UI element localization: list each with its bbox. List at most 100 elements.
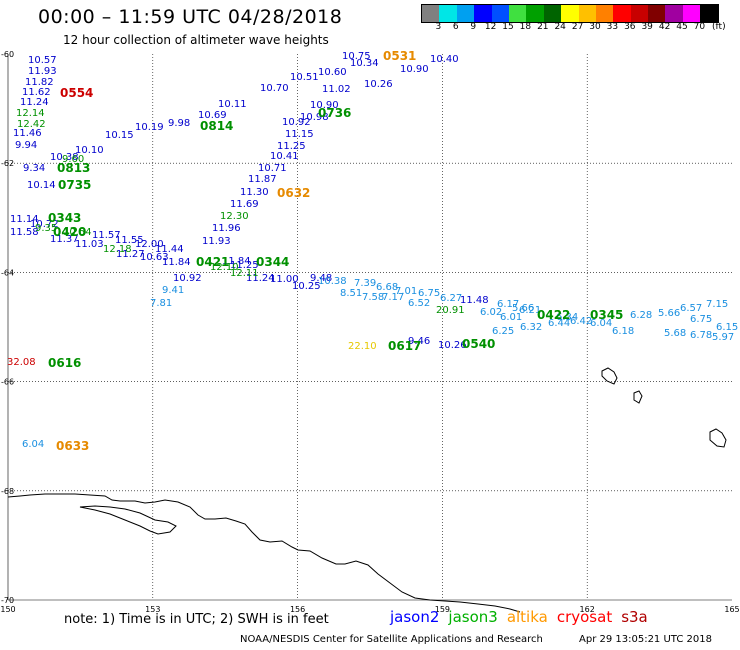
wave-height-label: 6.32 [520, 322, 542, 333]
wave-height-label: 11.30 [240, 187, 269, 198]
satellite-legend-item: altika [506, 608, 548, 626]
date-stamp: Apr 29 13:05:21 UTC 2018 [579, 634, 712, 645]
wave-height-label: 6.02 [480, 307, 502, 318]
wave-height-label: 12.14 [16, 108, 45, 119]
wave-height-label: 6.21 [519, 305, 541, 316]
wave-height-label: 11.25 [230, 260, 259, 271]
wave-height-label: 10.26 [438, 340, 467, 351]
wave-height-label: 12.00 [135, 239, 164, 250]
wave-height-label: 6.18 [612, 326, 634, 337]
wave-height-label: 12.18 [103, 244, 132, 255]
wave-height-label: 10.90 [310, 100, 339, 111]
legend-swatch [491, 5, 509, 22]
wave-height-label: 6.17 [497, 299, 519, 310]
color-legend-bar [421, 4, 719, 23]
wave-height-label: 10.69 [198, 110, 227, 121]
lat-tick-label: -64 [1, 268, 14, 277]
coastline [7, 367, 727, 613]
wave-height-label: 6.04 [590, 318, 612, 329]
wave-height-label: 10.60 [318, 67, 347, 78]
wave-height-label: 6.15 [716, 322, 738, 333]
wave-height-label: 5.66 [512, 303, 534, 314]
wave-height-label: 10.11 [218, 99, 247, 110]
legend-label: 6 [452, 22, 459, 32]
wave-height-label: 11.24 [246, 273, 275, 284]
wave-height-label: 10.71 [258, 163, 287, 174]
wave-height-label: 11.25 [277, 141, 306, 152]
wave-height-label: 11.37 [50, 234, 79, 245]
wave-height-label: 10.92 [173, 273, 202, 284]
satellite-legend: jason2 jason3 altika cryosat s3a [390, 608, 657, 626]
legend-swatch [543, 5, 562, 22]
legend-label: 39 [641, 22, 653, 32]
pass-time-label: 0345 [590, 308, 623, 322]
lat-tick-label: -66 [1, 378, 14, 387]
legend-label: 15 [502, 22, 514, 32]
wave-height-label: 11.03 [75, 239, 104, 250]
wave-height-label: 10.90 [400, 64, 429, 75]
pass-time-label: 0554 [60, 86, 93, 100]
wave-height-label: 10.63 [140, 252, 169, 263]
wave-height-label: 11.69 [230, 199, 259, 210]
wave-height-label: 10.54 [63, 227, 92, 238]
lon-tick-label: 162 [580, 605, 595, 614]
lon-tick-label: 153 [145, 605, 160, 614]
wave-height-label: 12.30 [220, 211, 249, 222]
legend-label: 3 [435, 22, 442, 32]
pass-time-label: 0735 [58, 178, 91, 192]
wave-height-label: 10.75 [342, 51, 371, 62]
wave-height-label: 6.34 [556, 312, 578, 323]
legend-label: 33 [606, 22, 619, 32]
wave-height-label: 6.25 [492, 326, 514, 337]
wave-height-label: 8.51 [340, 288, 362, 299]
wave-height-label: 10.72 [30, 219, 59, 230]
legend-label: 30 [589, 22, 601, 32]
wave-height-label: 9.34 [23, 163, 45, 174]
wave-height-label: 6.68 [376, 282, 398, 293]
lat-tick-label: -70 [1, 596, 14, 605]
legend-unit: (ft) [712, 22, 726, 32]
pass-time-label: 0632 [277, 186, 310, 200]
legend-label: 45 [676, 22, 688, 32]
legend-label: 27 [571, 22, 584, 32]
wave-height-label: 11.02 [322, 84, 351, 95]
wave-height-label: 7.15 [706, 299, 728, 310]
wave-height-label: 11.84 [162, 257, 191, 268]
wave-height-label: 11.82 [25, 77, 54, 88]
pass-time-label: 0813 [57, 161, 90, 175]
pass-time-label: 0344 [256, 255, 289, 269]
pass-time-label: 0616 [48, 356, 81, 370]
wave-height-label: 6.04 [22, 439, 44, 450]
legend-swatch [526, 5, 544, 22]
wave-height-label: 12.10 [210, 262, 239, 273]
wave-height-label: 5.97 [712, 332, 734, 343]
satellite-legend-item: jason2 [390, 608, 440, 626]
legend-swatch [665, 5, 683, 22]
wave-height-label: 22.10 [348, 341, 377, 352]
wave-height-label: 10.38 [50, 152, 79, 163]
pass-time-label: 0540 [462, 337, 495, 351]
legend-label: 18 [519, 22, 532, 32]
lon-tick-label: 165 [724, 605, 739, 614]
pass-time-label: 0531 [383, 49, 416, 63]
map-grid: 150 153 156 159 162 165 -60 -62 -64 -66 -68 -70 [0, 50, 739, 614]
wave-height-label: 11.24 [20, 97, 49, 108]
wave-height-label: 6.75 [418, 288, 440, 299]
wave-height-label: 32.08 [7, 357, 36, 368]
pass-time-label: 0814 [200, 119, 233, 133]
lon-tick-label: 150 [0, 605, 15, 614]
legend-swatch [578, 5, 596, 22]
legend-label: 12 [484, 22, 497, 32]
wave-height-label: 12.11 [230, 268, 259, 279]
wave-height-label: 6.28 [630, 310, 652, 321]
wave-height-label: 10.38 [318, 276, 347, 287]
wave-height-label: 5.68 [664, 328, 686, 339]
wave-height-label: 11.14 [10, 214, 39, 225]
wave-height-label: 10.40 [430, 54, 459, 65]
legend-swatch [561, 5, 579, 22]
wave-height-label: 10.19 [135, 122, 164, 133]
wave-height-label: 5.66 [658, 308, 680, 319]
legend-swatch [474, 5, 492, 22]
wave-height-label: 9.46 [408, 336, 430, 347]
